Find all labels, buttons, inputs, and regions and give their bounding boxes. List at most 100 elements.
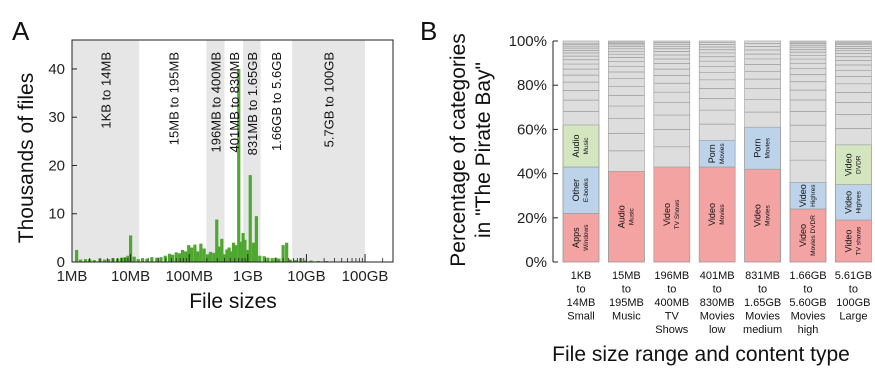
size-range-bands (72, 40, 366, 262)
size-range-label: 196MB to 400MB (208, 52, 223, 152)
histogram-bar (237, 68, 241, 263)
histogram-bar (248, 175, 252, 262)
panel-b-letter: B (420, 16, 437, 46)
histogram-bar (212, 252, 216, 262)
segment-sublabel: DVDR (855, 155, 862, 174)
segment-label: Video (843, 191, 853, 214)
histogram-bar (231, 242, 236, 262)
category-segment (789, 182, 827, 210)
size-range-label: 15MB to 195MB (167, 52, 182, 145)
panel-b-y-axis-title-line1: Percentage of categories (447, 33, 470, 266)
category-segment (698, 166, 736, 263)
category-label-line: Large (839, 311, 867, 323)
category-label-line: Shows (655, 324, 689, 336)
panel-a-axes: 0 10 20 30 40 1MB 10MB 100MB 1GB 10GB 100GB (48, 39, 394, 285)
y-tick-label: 80% (517, 77, 547, 94)
panel-a-y-axis-title: Thousands of files (15, 73, 38, 243)
histogram-bar (132, 256, 136, 262)
histogram-bar (288, 259, 292, 262)
category-label-line: 830MB (700, 297, 735, 309)
segment-sublabel: Highres (810, 184, 817, 207)
category-label-line: 5.60GB (789, 297, 826, 309)
histogram-bar (145, 258, 149, 262)
histogram-bar (177, 253, 181, 262)
segment-label: Porn (753, 139, 763, 158)
histogram-bar (196, 251, 200, 262)
histogram-bar (190, 247, 194, 262)
histogram-bar (205, 254, 210, 262)
segment-sublabel: TV shows (855, 226, 862, 255)
panel-a-x-axis-title: File sizes (189, 290, 277, 313)
column-outline (835, 40, 872, 263)
histogram-bar (225, 249, 229, 262)
histogram-bar (227, 247, 231, 262)
histogram-bar (150, 257, 154, 262)
histogram-bar (208, 251, 213, 262)
segment-sublabel: Highres (855, 190, 862, 213)
shaded-range-3 (292, 40, 366, 262)
category-segment (835, 184, 872, 221)
category-segment (835, 144, 872, 185)
histogram-bar (180, 249, 185, 262)
histogram-bar (159, 257, 163, 262)
histogram-bar (136, 259, 140, 262)
segment-label: Porn (707, 144, 717, 163)
category-label-line: high (798, 324, 819, 336)
column-outline (744, 40, 781, 263)
panel-b-x-axis-title: File size range and content type (552, 343, 850, 366)
histogram-bar (75, 249, 79, 262)
category-label-line: 831MB (745, 270, 780, 282)
category-label-line: 1.65GB (744, 297, 781, 309)
histogram-bar (92, 260, 96, 262)
category-label-line: Movies (791, 311, 826, 323)
category-segment (562, 124, 600, 168)
category-segment (562, 213, 600, 263)
segment-label: Apps (571, 227, 581, 248)
histogram-bar (174, 252, 178, 262)
category-label-line: to (576, 284, 585, 296)
segment-label: Video (798, 184, 808, 207)
histogram-bar (215, 219, 219, 262)
histogram-bar (106, 259, 111, 262)
category-label-line: 196MB (654, 270, 689, 282)
x-tick-label: 1GB (233, 268, 263, 285)
y-tick-label: 100% (509, 33, 547, 50)
category-label-line: 1KB (571, 270, 592, 282)
panel-a-histogram: A 0 10 20 30 40 1MB 10MB 100MB 1GB 10GB 100GB 1KB … (12, 16, 394, 313)
category-segment (835, 219, 872, 263)
category-label-line: 14MB (567, 297, 596, 309)
histogram-bar (303, 260, 307, 262)
column-outline (562, 40, 600, 263)
segment-sublabel: E-books (583, 178, 590, 203)
histogram-bar (277, 258, 281, 262)
histogram-bar (243, 239, 247, 262)
x-tick-label: 10MB (111, 268, 150, 285)
segment-label: Video (843, 230, 853, 253)
category-column: Audio Music (608, 40, 645, 263)
category-label-line: 15MB (612, 270, 641, 282)
category-label-line: to (622, 284, 631, 296)
category-label-line: 401MB (700, 270, 735, 282)
histogram-bar (285, 242, 289, 262)
category-label-line: Movies (700, 311, 735, 323)
category-label-line: 100GB (836, 297, 870, 309)
category-label-line: medium (743, 324, 782, 336)
category-segment (608, 171, 645, 263)
y-tick-label: 0 (57, 254, 65, 271)
histogram-bar (293, 260, 298, 262)
size-range-label: 831MB to 1.65GB (245, 52, 260, 155)
histogram-bar (239, 241, 243, 262)
y-tick-label: 60% (517, 121, 547, 138)
histogram-bar (241, 233, 245, 262)
panel-b-stacked-bars: B Percentage of categories in "The Pirat… (420, 16, 872, 366)
category-label-line: low (709, 324, 726, 336)
category-segment (744, 168, 781, 263)
category-label-line: Movies (745, 311, 780, 323)
shaded-range-2 (243, 40, 261, 262)
category-label-line: to (803, 284, 812, 296)
category-label-line: 1.66GB (789, 270, 826, 282)
histogram-bar (83, 259, 88, 262)
panel-b-y-axis-title-line2: in "The Pirate Bay" (472, 62, 495, 238)
category-column: Video TV Shows (653, 40, 691, 263)
